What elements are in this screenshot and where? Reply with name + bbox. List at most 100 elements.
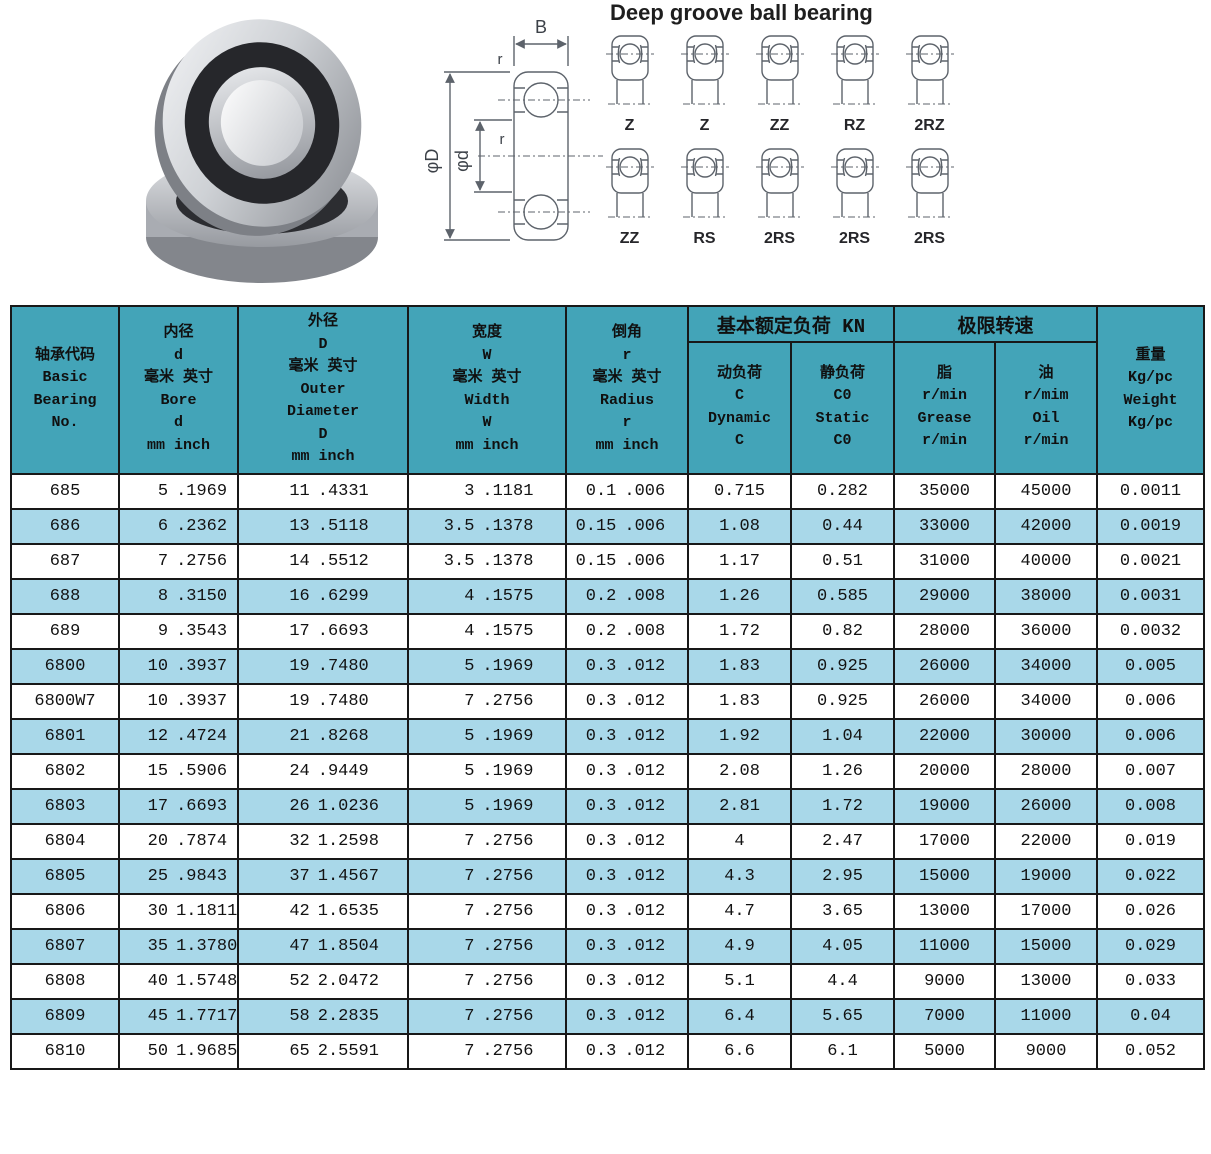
od-inch-value: 1.8504 bbox=[317, 936, 379, 956]
radius-mm-value: 0.3 bbox=[585, 656, 617, 676]
width-inch-value: .2756 bbox=[482, 1006, 534, 1026]
table-row: 685 5.1969 11.4331 3.1181 0.1.006 0.715 … bbox=[10, 472, 1206, 510]
od-mm-value: 32 bbox=[289, 831, 310, 851]
width-mm-value: 5 bbox=[464, 656, 475, 676]
cell-static-load: 0.925 bbox=[790, 682, 895, 720]
cell-width: 4 .1575 bbox=[407, 577, 567, 615]
cell-static-load: 6.1 bbox=[790, 1032, 895, 1070]
od-inch-value: .6299 bbox=[317, 586, 369, 606]
cell-grease-speed: 9000 bbox=[893, 962, 996, 1000]
cell-radius: 0.3 .012 bbox=[565, 1032, 689, 1070]
bore-inch-value: 1.3780 bbox=[176, 936, 238, 956]
group-header-basic-load-rating: 基本额定负荷 KN bbox=[687, 305, 895, 343]
bore-mm-value: 9 bbox=[157, 621, 169, 641]
table-row: 6808 40 1.5748 52 2.0472 7 .2756 0.3 .012 5.… bbox=[10, 962, 1206, 1000]
cell-static-load: 3.65 bbox=[790, 892, 895, 930]
od-mm-value: 11 bbox=[289, 481, 310, 501]
cell-dynamic-load: 4.7 bbox=[687, 892, 792, 930]
od-mm-value: 26 bbox=[289, 796, 310, 816]
cell-bearing-no: 6805 bbox=[10, 857, 120, 895]
width-mm-value: 3.5 bbox=[443, 551, 475, 571]
cell-outer-diameter: 58 2.2835 bbox=[237, 997, 409, 1035]
cell-grease-speed: 20000 bbox=[893, 752, 996, 790]
od-mm-value: 21 bbox=[289, 726, 310, 746]
bore-mm-value: 8 bbox=[157, 586, 169, 606]
od-inch-value: .7480 bbox=[317, 656, 369, 676]
col-header-weight: 重量 Kg/pc Weight Kg/pc bbox=[1096, 305, 1206, 475]
cell-oil-speed: 13000 bbox=[993, 962, 1099, 1000]
bore-inch-value: .3150 bbox=[176, 586, 228, 606]
cell-width: 7 .2756 bbox=[407, 892, 567, 930]
cell-outer-diameter: 19 .7480 bbox=[237, 682, 409, 720]
bore-mm-value: 20 bbox=[147, 831, 169, 851]
radius-inch-value: .012 bbox=[624, 971, 666, 991]
radius-inch-value: .012 bbox=[624, 831, 666, 851]
cell-outer-diameter: 26 1.0236 bbox=[237, 787, 409, 825]
radius-mm-value: 0.3 bbox=[585, 796, 617, 816]
radius-inch-value: .012 bbox=[624, 901, 666, 921]
cell-radius: 0.3 .012 bbox=[565, 892, 689, 930]
width-mm-value: 3 bbox=[464, 481, 475, 501]
width-mm-value: 4 bbox=[464, 586, 475, 606]
width-inch-value: .2756 bbox=[482, 936, 534, 956]
bearing-photo-graphic bbox=[146, 19, 378, 283]
cell-outer-diameter: 37 1.4567 bbox=[237, 857, 409, 895]
width-mm-value: 4 bbox=[464, 621, 475, 641]
bearing-cross-section-icon bbox=[605, 148, 654, 218]
width-mm-value: 7 bbox=[464, 901, 475, 921]
bore-inch-value: 1.1811 bbox=[176, 901, 238, 921]
bearing-cross-section-icon bbox=[680, 148, 729, 218]
cell-grease-speed: 33000 bbox=[893, 507, 996, 545]
cell-radius: 0.3 .012 bbox=[565, 787, 689, 825]
radius-mm-value: 0.2 bbox=[585, 586, 617, 606]
cell-grease-speed: 15000 bbox=[893, 857, 996, 895]
bearing-type: RZ bbox=[817, 34, 892, 135]
col-header-radius: 倒角 r 毫米 英寸 Radius r mm inch bbox=[565, 305, 689, 475]
bore-mm-value: 10 bbox=[147, 656, 169, 676]
width-inch-value: .1969 bbox=[482, 796, 534, 816]
cell-outer-diameter: 42 1.6535 bbox=[237, 892, 409, 930]
radius-inch-value: .008 bbox=[624, 621, 666, 641]
table-row: 6805 25 .9843 37 1.4567 7 .2756 0.3 .012 4.3… bbox=[10, 857, 1206, 895]
cell-weight: 0.008 bbox=[1096, 787, 1206, 825]
col-header-oil-speed: 油 r/mim Oil r/min bbox=[993, 341, 1099, 475]
bore-inch-value: .2362 bbox=[176, 516, 228, 536]
cell-bearing-no: 687 bbox=[10, 542, 120, 580]
cell-dynamic-load: 1.17 bbox=[687, 542, 792, 580]
cell-grease-speed: 26000 bbox=[893, 647, 996, 685]
bearing-type-label: ZZ bbox=[619, 230, 640, 247]
cell-radius: 0.2 .008 bbox=[565, 577, 689, 615]
bore-inch-value: .9843 bbox=[176, 866, 228, 886]
cell-outer-diameter: 19 .7480 bbox=[237, 647, 409, 685]
bore-mm-value: 17 bbox=[147, 796, 169, 816]
od-mm-value: 16 bbox=[289, 586, 310, 606]
cell-radius: 0.3 .012 bbox=[565, 717, 689, 755]
cell-radius: 0.3 .012 bbox=[565, 647, 689, 685]
bore-mm-value: 7 bbox=[157, 551, 169, 571]
bearing-type: ZZ bbox=[592, 147, 667, 248]
bore-inch-value: 1.5748 bbox=[176, 971, 238, 991]
od-inch-value: 2.5591 bbox=[317, 1041, 379, 1061]
cell-oil-speed: 15000 bbox=[993, 927, 1099, 965]
cell-weight: 0.026 bbox=[1096, 892, 1206, 930]
bore-mm-value: 5 bbox=[157, 481, 169, 501]
cell-radius: 0.2 .008 bbox=[565, 612, 689, 650]
radius-inch-value: .012 bbox=[624, 1041, 666, 1061]
width-inch-value: .1575 bbox=[482, 586, 534, 606]
cell-weight: 0.0011 bbox=[1096, 472, 1206, 510]
cell-dynamic-load: 6.4 bbox=[687, 997, 792, 1035]
table-row: 687 7 .2756 14 .5512 3.5 .1378 0.15 .006 1.1… bbox=[10, 542, 1206, 580]
cell-width: 5 .1969 bbox=[407, 717, 567, 755]
cell-dynamic-load: 6.6 bbox=[687, 1032, 792, 1070]
cell-oil-speed: 26000 bbox=[993, 787, 1099, 825]
od-mm-value: 37 bbox=[289, 866, 310, 886]
cell-oil-speed: 11000 bbox=[993, 997, 1099, 1035]
od-mm-value: 47 bbox=[289, 936, 310, 956]
width-mm-value: 5 bbox=[464, 761, 475, 781]
radius-label-inner: r bbox=[500, 131, 505, 148]
cell-bore: 45 1.7717 bbox=[118, 997, 239, 1035]
cell-static-load: 4.05 bbox=[790, 927, 895, 965]
width-inch-value: .1969 bbox=[482, 656, 534, 676]
cell-static-load: 0.82 bbox=[790, 612, 895, 650]
od-mm-value: 19 bbox=[289, 656, 310, 676]
